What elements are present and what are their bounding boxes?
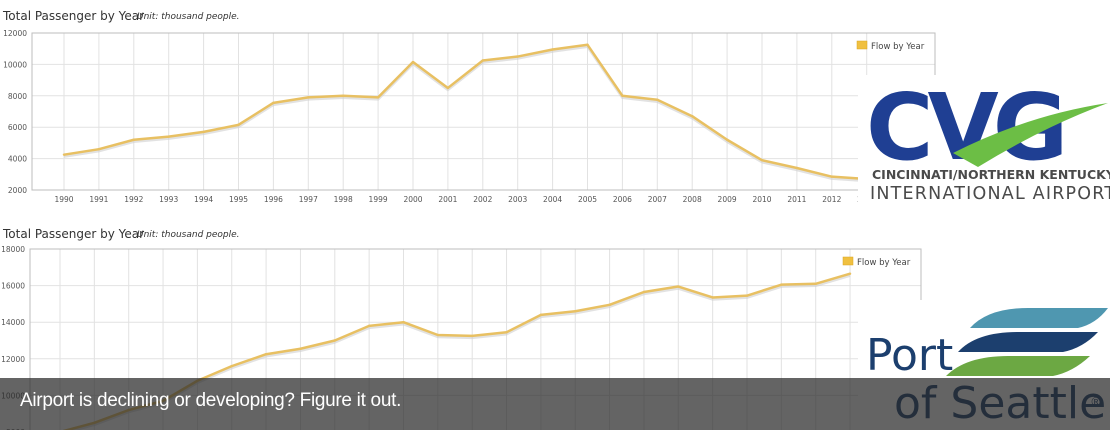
- data-point: [436, 333, 440, 337]
- y-tick-label: 10000: [3, 60, 27, 69]
- data-point: [446, 86, 450, 90]
- data-point: [264, 353, 268, 356]
- x-tick-label: 1998: [334, 195, 353, 204]
- x-tick-label: 1990: [54, 195, 73, 204]
- data-point: [656, 98, 659, 101]
- data-point: [642, 290, 646, 294]
- data-point: [367, 324, 371, 328]
- series-line-flow-by-year: [63, 43, 867, 181]
- y-tick-label: 12000: [3, 29, 27, 38]
- x-tick-label: 2008: [683, 195, 702, 204]
- data-point: [237, 123, 240, 127]
- x-tick-label: 2009: [718, 195, 737, 204]
- x-tick-label: 1991: [89, 195, 108, 204]
- data-point: [848, 272, 852, 275]
- y-tick-label: 8000: [8, 92, 27, 101]
- seattle-stripe-teal: [970, 308, 1108, 328]
- data-point: [586, 43, 589, 46]
- x-tick-label: 2005: [578, 195, 597, 204]
- x-tick-label: 2004: [543, 195, 562, 204]
- caption-text: Airport is declining or developing? Figu…: [20, 390, 402, 411]
- data-point: [333, 339, 336, 342]
- x-tick-label: 2003: [508, 195, 527, 204]
- plot-frame: [31, 32, 936, 191]
- data-point: [795, 166, 799, 170]
- data-point: [516, 55, 519, 58]
- data-point: [299, 347, 302, 350]
- data-point: [376, 96, 380, 99]
- cvg-logo-line2: INTERNATIONAL AIRPORT: [870, 184, 1110, 204]
- cvg-logo-graphic: CVG CINCINNATI/NORTHERN KENTUCKY INTERNA…: [866, 74, 1110, 204]
- data-point: [411, 60, 415, 64]
- data-point: [230, 364, 233, 368]
- caption-bar: Airport is declining or developing? Figu…: [0, 378, 1110, 430]
- cvg-logo: CVG CINCINNATI/NORTHERN KENTUCKY INTERNA…: [858, 74, 1110, 210]
- y-tick-label: 16000: [1, 282, 25, 291]
- data-point: [539, 313, 543, 317]
- data-point: [725, 138, 729, 141]
- y-tick-label: 6000: [8, 123, 27, 132]
- chart-subtitle: Unit: thousand people.: [137, 12, 240, 22]
- x-tick-label: 1994: [194, 195, 213, 204]
- data-point: [574, 310, 577, 313]
- data-point: [677, 285, 680, 288]
- data-point: [551, 48, 554, 51]
- data-point: [505, 331, 508, 334]
- data-point: [402, 321, 405, 324]
- chart-panel-cvg: Total Passenger by Year Unit: thousand p…: [0, 0, 950, 215]
- chart-title: Total Passenger by Year: [3, 9, 145, 23]
- x-tick-label: 2007: [648, 195, 667, 204]
- x-tick-label: 2010: [752, 195, 771, 204]
- legend-label: Flow by Year: [857, 258, 911, 268]
- x-tick-label: 1996: [264, 195, 283, 204]
- seattle-logo-line1: Port: [866, 330, 953, 381]
- data-point: [745, 294, 749, 297]
- data-point: [132, 138, 135, 141]
- x-tick-label: 2011: [787, 195, 806, 204]
- y-tick-label: 2000: [8, 186, 27, 195]
- y-tick-label: 18000: [1, 245, 25, 254]
- data-point: [471, 334, 474, 338]
- data-point: [780, 283, 783, 286]
- data-point: [608, 303, 611, 307]
- data-point: [62, 153, 66, 156]
- seattle-stripe-navy: [958, 332, 1098, 352]
- legend-swatch: [842, 256, 854, 266]
- series-line-shadow: [63, 45, 867, 183]
- cvg-swoosh: [953, 103, 1108, 167]
- x-tick-label: 2006: [613, 195, 632, 204]
- data-point: [97, 147, 101, 151]
- x-tick-label: 1999: [369, 195, 388, 204]
- data-point: [621, 94, 624, 98]
- data-point: [202, 130, 205, 134]
- x-tick-label: 2002: [473, 195, 492, 204]
- data-point: [830, 175, 833, 178]
- data-point: [167, 135, 170, 138]
- y-tick-label: 4000: [8, 155, 27, 164]
- legend-swatch: [856, 40, 868, 50]
- y-tick-label: 12000: [1, 355, 25, 364]
- data-point: [760, 158, 764, 162]
- line-chart-cvg: 2000 4000 6000 8000 10000 12000 1990 1991 1992 19…: [3, 29, 936, 204]
- x-tick-label: 1997: [299, 195, 318, 204]
- legend-label: Flow by Year: [871, 42, 925, 52]
- data-point: [342, 94, 345, 98]
- data-point: [481, 59, 484, 62]
- x-tick-label: 1993: [159, 195, 178, 204]
- data-point: [691, 115, 694, 118]
- data-point: [307, 96, 310, 99]
- x-tick-label: 2000: [403, 195, 422, 204]
- x-tick-label: 1995: [229, 195, 248, 204]
- chart-subtitle: Unit: thousand people.: [137, 230, 240, 240]
- cvg-logo-line1: CINCINNATI/NORTHERN KENTUCKY: [872, 167, 1110, 182]
- x-tick-label: 1992: [124, 195, 143, 204]
- data-point: [711, 296, 714, 299]
- y-tick-label: 14000: [1, 318, 25, 327]
- x-tick-label: 2012: [822, 195, 841, 204]
- data-point: [814, 282, 817, 285]
- chart-title: Total Passenger by Year: [3, 227, 145, 241]
- x-tick-label: 2001: [438, 195, 457, 204]
- seattle-stripe-green: [946, 356, 1090, 376]
- data-point: [272, 101, 275, 105]
